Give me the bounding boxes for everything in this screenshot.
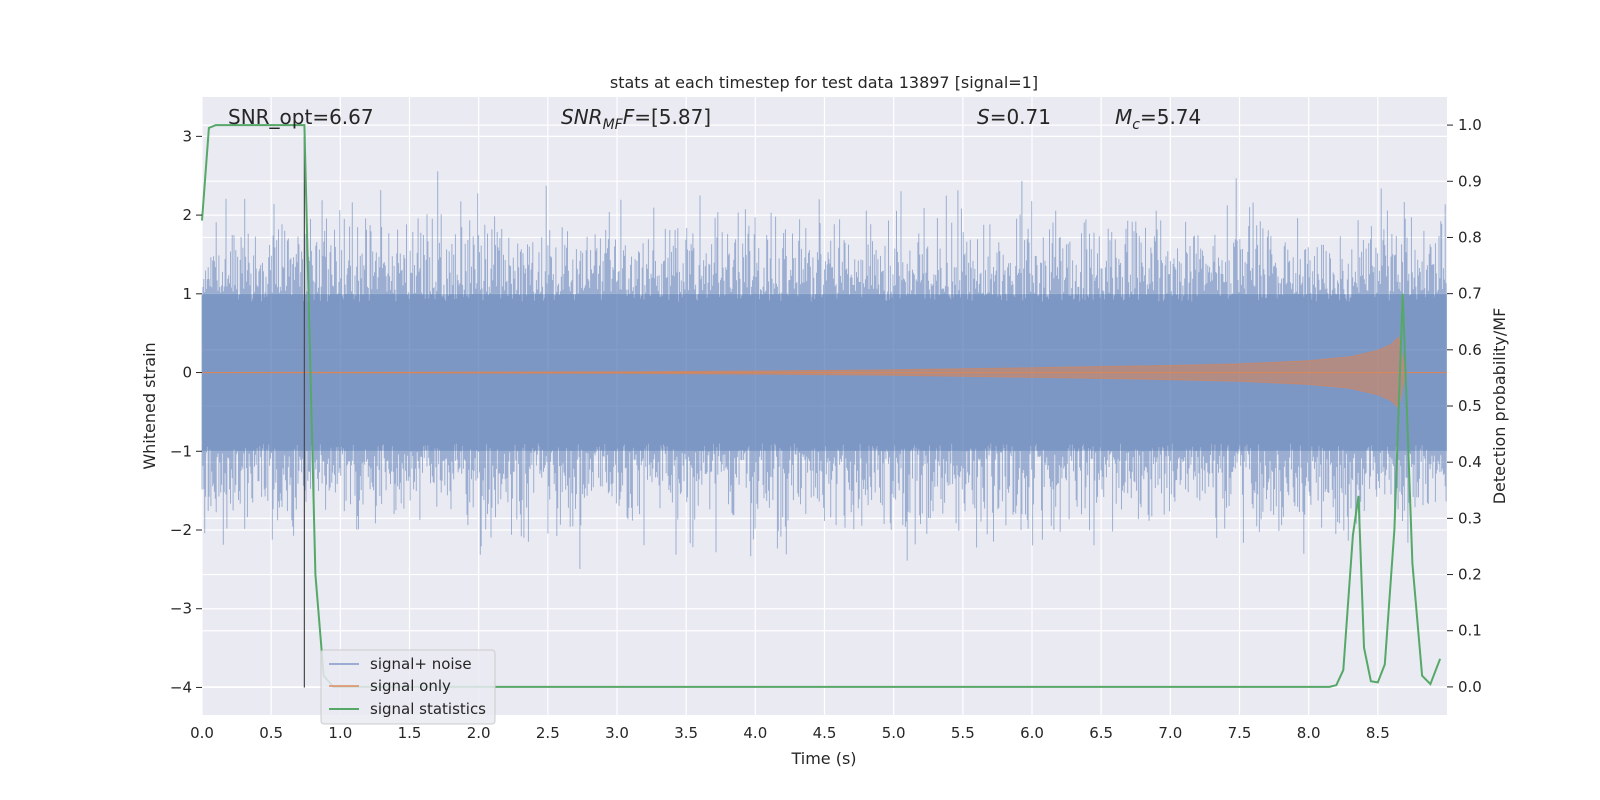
x-tick-label: 5.0 [882, 724, 906, 742]
annotation-s: S=0.71 [977, 105, 1051, 129]
y-right-tick-label: 0.0 [1458, 678, 1482, 696]
x-tick-label: 4.5 [813, 724, 837, 742]
x-axis-label: Time (s) [790, 749, 856, 768]
x-tick-label: 1.5 [398, 724, 422, 742]
chart-title: stats at each timestep for test data 138… [610, 73, 1038, 92]
annotation-s-label: S [977, 105, 990, 129]
annotation-snr-mf-base: SNR [561, 105, 603, 129]
x-axis-ticks: 0.0 0.5 1.0 1.5 2.0 2.5 3.0 3.5 4.0 4.5 5.0 5.5 6.0 6… [190, 724, 1390, 742]
y-left-tick-label: 0 [182, 364, 192, 382]
annotation-mc: Mc=5.74 [1115, 105, 1201, 133]
legend-label-signal-statistics: signal statistics [370, 700, 486, 718]
x-tick-label: 6.5 [1089, 724, 1113, 742]
x-tick-label: 0.0 [190, 724, 214, 742]
y-left-tick-label: −2 [170, 521, 192, 539]
x-tick-label: 2.5 [536, 724, 560, 742]
x-tick-label: 8.5 [1366, 724, 1390, 742]
legend-label-signal-plus-noise: signal+ noise [370, 655, 472, 673]
legend: signal+ noise signal only signal statist… [320, 649, 496, 725]
x-tick-label: 3.0 [605, 724, 629, 742]
y-left-tick-label: 3 [182, 127, 192, 145]
series-signal-only [201, 336, 1447, 410]
y-right-tick-label: 0.6 [1458, 341, 1482, 359]
y-right-tick-label: 0.5 [1458, 397, 1482, 415]
y-axis-left-ticks: 3 2 1 0 −1 −2 −3 −4 [170, 127, 202, 696]
signal-statistics-line [201, 124, 1442, 688]
y-right-tick-label: 0.7 [1458, 285, 1482, 303]
x-tick-label: 1.0 [328, 724, 352, 742]
x-tick-label: 5.5 [951, 724, 975, 742]
x-tick-label: 7.0 [1158, 724, 1182, 742]
annotation-snr-opt: SNR_opt=6.67 [228, 105, 374, 129]
y-left-tick-label: −3 [170, 600, 192, 618]
x-tick-label: 7.5 [1228, 724, 1252, 742]
y-right-tick-label: 0.4 [1458, 453, 1482, 471]
x-tick-label: 4.0 [743, 724, 767, 742]
y-axis-right-ticks: 1.0 0.9 0.8 0.7 0.6 0.5 0.4 0.3 0.2 0.1 0.0 [1447, 116, 1482, 696]
annotation-snr-mf-value: =[5.87] [634, 105, 711, 129]
annotation-mc-sub: c [1132, 117, 1140, 133]
y-axis-left-label: Whitened strain [140, 342, 159, 469]
y-right-tick-label: 0.3 [1458, 509, 1482, 527]
y-left-tick-label: −1 [170, 442, 192, 460]
legend-box [320, 649, 496, 725]
x-tick-label: 2.0 [467, 724, 491, 742]
annotation-mc-value: =5.74 [1140, 105, 1201, 129]
x-tick-label: 3.5 [674, 724, 698, 742]
y-left-tick-label: 1 [182, 285, 192, 303]
legend-label-signal-only: signal only [370, 677, 451, 695]
x-tick-label: 0.5 [259, 724, 283, 742]
y-right-tick-label: 0.9 [1458, 172, 1482, 190]
y-right-tick-label: 0.1 [1458, 622, 1482, 640]
annotation-s-value: =0.71 [990, 105, 1051, 129]
y-right-tick-label: 1.0 [1458, 116, 1482, 134]
x-tick-label: 6.0 [1020, 724, 1044, 742]
y-axis-right-label: Detection probability/MF [1490, 308, 1509, 505]
annotation-snr-mf: SNRMFF=[5.87] [561, 105, 711, 133]
annotation-snr-mf-sub: MF [603, 117, 624, 133]
y-right-tick-label: 0.2 [1458, 566, 1482, 584]
y-left-tick-label: −4 [170, 678, 192, 696]
y-right-tick-label: 0.8 [1458, 228, 1482, 246]
x-tick-label: 8.0 [1297, 724, 1321, 742]
series-signal-statistics [201, 124, 1442, 688]
annotation-mc-base: M [1115, 105, 1132, 129]
y-left-tick-label: 2 [182, 206, 192, 224]
